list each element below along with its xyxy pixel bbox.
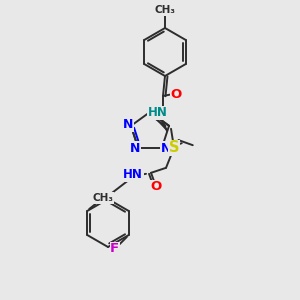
Text: N: N (160, 142, 171, 155)
Text: HN: HN (123, 168, 143, 181)
Text: N: N (123, 118, 133, 131)
Text: F: F (110, 242, 119, 256)
Text: O: O (170, 88, 182, 100)
Text: CH₃: CH₃ (93, 193, 114, 203)
Text: N: N (130, 142, 140, 155)
Text: O: O (150, 180, 162, 193)
Text: S: S (169, 140, 179, 155)
Text: CH₃: CH₃ (154, 5, 176, 15)
Text: HN: HN (148, 106, 168, 119)
